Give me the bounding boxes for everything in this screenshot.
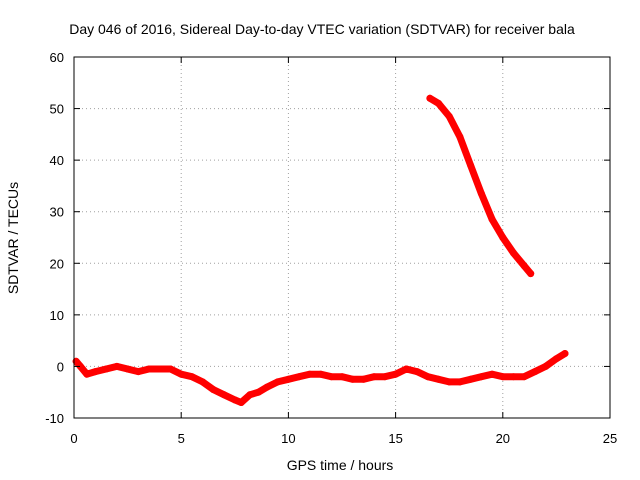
data-point xyxy=(488,215,496,223)
x-tick-label: 5 xyxy=(178,431,185,446)
y-tick-label: 40 xyxy=(50,153,64,168)
data-point xyxy=(295,373,303,381)
y-tick-label: 50 xyxy=(50,102,64,117)
data-point xyxy=(188,373,196,381)
data-point xyxy=(274,378,282,386)
data-point xyxy=(145,365,153,373)
data-point xyxy=(317,370,325,378)
data-point xyxy=(359,375,367,383)
data-point xyxy=(435,99,442,107)
data-point xyxy=(263,383,271,391)
x-tick-label: 10 xyxy=(281,431,295,446)
data-point xyxy=(237,399,245,406)
data-point xyxy=(209,386,217,394)
data-point xyxy=(467,161,475,169)
data-point xyxy=(113,362,121,370)
y-tick-label: 30 xyxy=(50,205,64,220)
axis-ticks xyxy=(73,56,611,419)
series-line-1 xyxy=(72,350,569,406)
data-point xyxy=(520,262,528,270)
data-point xyxy=(177,370,185,378)
data-point xyxy=(424,373,432,381)
data-point xyxy=(445,378,453,386)
data-point xyxy=(76,362,84,370)
x-tick-label: 15 xyxy=(388,431,402,446)
data-point xyxy=(510,249,517,257)
data-point xyxy=(520,373,528,381)
y-axis-label: SDTVAR / TECUs xyxy=(5,182,21,294)
data-point xyxy=(392,370,400,378)
data-point xyxy=(167,365,174,373)
data-point xyxy=(284,375,292,383)
data-point xyxy=(91,368,99,376)
data-point xyxy=(338,373,346,381)
data-point xyxy=(488,370,496,378)
data-point xyxy=(561,350,569,357)
data-point xyxy=(134,368,142,376)
series-line-2 xyxy=(426,94,535,278)
data-point xyxy=(370,373,378,381)
data-point xyxy=(499,234,507,241)
data-point xyxy=(102,365,110,373)
data-point xyxy=(426,94,434,102)
data-point xyxy=(381,373,389,381)
data-point xyxy=(435,375,442,383)
data-point xyxy=(220,391,228,399)
chart-title: Day 046 of 2016, Sidereal Day-to-day VTE… xyxy=(69,21,575,37)
x-tick-label: 0 xyxy=(70,431,77,446)
data-point xyxy=(552,355,560,363)
data-point xyxy=(456,133,464,141)
plot-frame xyxy=(73,56,611,419)
y-tick-label: 10 xyxy=(50,308,64,323)
data-point xyxy=(231,396,239,404)
data-point xyxy=(531,368,539,376)
data-layer xyxy=(72,94,569,406)
axis-tick-labels: 0 5 10 15 20 25 -10 0 10 20 30 40 50 60 xyxy=(45,50,617,446)
data-point xyxy=(477,373,485,381)
x-axis-label: GPS time / hours xyxy=(287,457,394,473)
data-point xyxy=(445,112,453,120)
data-point xyxy=(413,368,421,376)
data-point xyxy=(477,190,485,198)
data-point xyxy=(254,388,262,396)
data-point xyxy=(349,375,357,383)
data-point xyxy=(467,375,475,383)
data-point xyxy=(402,365,410,373)
data-point xyxy=(83,370,91,378)
data-point xyxy=(124,365,132,373)
data-point xyxy=(327,373,335,381)
data-point xyxy=(510,373,517,381)
data-point xyxy=(156,365,164,373)
y-tick-label: 20 xyxy=(50,256,64,271)
data-point xyxy=(542,362,550,370)
data-point xyxy=(499,373,507,381)
x-tick-label: 20 xyxy=(496,431,510,446)
y-tick-label: 60 xyxy=(50,50,64,65)
data-point xyxy=(246,391,254,399)
data-point xyxy=(199,378,207,386)
grid xyxy=(74,57,610,418)
data-point xyxy=(306,370,314,378)
y-tick-label: 0 xyxy=(57,359,64,374)
data-point xyxy=(456,378,464,386)
x-tick-label: 25 xyxy=(603,431,617,446)
y-tick-label: -10 xyxy=(45,411,64,426)
data-point xyxy=(527,270,535,278)
